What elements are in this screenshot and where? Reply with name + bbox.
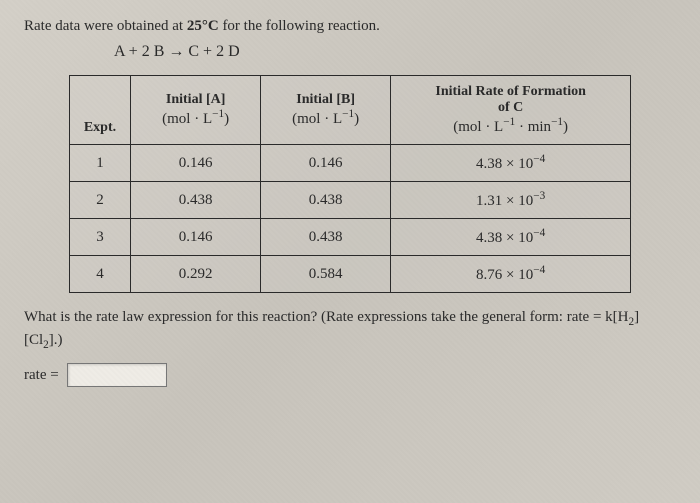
header-b-top: Initial [B] (275, 92, 376, 108)
header-col-b: Initial [B] (mol · L−1) (261, 76, 391, 145)
question-text: What is the rate law expression for this… (24, 307, 676, 353)
intro-prefix: Rate data were obtained at (24, 18, 187, 34)
cell-b: 0.584 (261, 256, 391, 293)
cell-a: 0.292 (131, 256, 261, 293)
cell-a: 0.438 (131, 182, 261, 219)
table-header-row: Expt. Initial [A] (mol · L−1) Initial [B… (69, 76, 630, 145)
table-body: 1 0.146 0.146 4.38 × 10−4 2 0.438 0.438 … (69, 145, 630, 293)
header-a-top: Initial [A] (145, 92, 246, 108)
header-col-a: Initial [A] (mol · L−1) (131, 76, 261, 145)
header-rate-mid: of C (405, 100, 616, 116)
intro-text: Rate data were obtained at 25°C for the … (24, 18, 676, 35)
table-row: 2 0.438 0.438 1.31 × 10−3 (69, 182, 630, 219)
intro-temp: 25°C (187, 18, 219, 34)
cell-rate: 4.38 × 10−4 (391, 219, 631, 256)
header-rate-top: Initial Rate of Formation (405, 84, 616, 100)
cell-expt: 3 (69, 219, 130, 256)
cell-b: 0.438 (261, 182, 391, 219)
cell-rate: 1.31 × 10−3 (391, 182, 631, 219)
question-prefix: What is the rate law expression for this… (24, 309, 628, 325)
cell-b: 0.438 (261, 219, 391, 256)
cell-expt: 4 (69, 256, 130, 293)
header-expt: Expt. (69, 76, 130, 145)
answer-row: rate = (24, 363, 676, 387)
intro-suffix: for the following reaction. (219, 18, 380, 34)
cell-rate: 4.38 × 10−4 (391, 145, 631, 182)
header-a-unit: (mol · L−1) (145, 108, 246, 128)
cell-a: 0.146 (131, 219, 261, 256)
rate-input[interactable] (67, 363, 167, 387)
answer-label: rate = (24, 367, 59, 384)
table-row: 1 0.146 0.146 4.38 × 10−4 (69, 145, 630, 182)
cell-expt: 2 (69, 182, 130, 219)
rate-data-table: Expt. Initial [A] (mol · L−1) Initial [B… (69, 75, 631, 293)
header-rate-unit: (mol · L−1 · min−1) (405, 116, 616, 136)
header-col-rate: Initial Rate of Formation of C (mol · L−… (391, 76, 631, 145)
table-row: 3 0.146 0.438 4.38 × 10−4 (69, 219, 630, 256)
cell-expt: 1 (69, 145, 130, 182)
header-b-unit: (mol · L−1) (275, 108, 376, 128)
question-suffix: ].) (49, 332, 63, 348)
cell-rate: 8.76 × 10−4 (391, 256, 631, 293)
cell-a: 0.146 (131, 145, 261, 182)
header-expt-label: Expt. (84, 120, 116, 136)
reaction-equation: A + 2 B → C + 2 D (114, 43, 676, 61)
table-row: 4 0.292 0.584 8.76 × 10−4 (69, 256, 630, 293)
cell-b: 0.146 (261, 145, 391, 182)
